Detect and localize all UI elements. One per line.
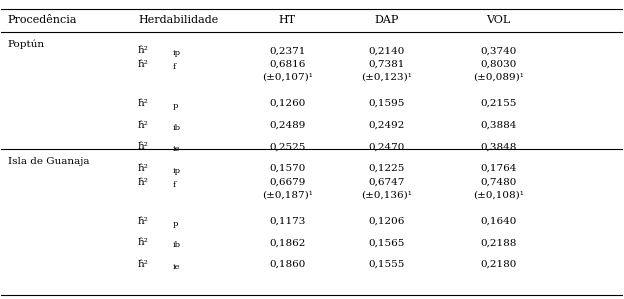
Text: f: f xyxy=(172,181,175,189)
Text: 0,1862: 0,1862 xyxy=(269,238,305,247)
Text: 0,1570: 0,1570 xyxy=(269,164,305,173)
Text: Herdabilidade: Herdabilidade xyxy=(138,15,218,25)
Text: (±0,107)¹: (±0,107)¹ xyxy=(261,73,313,82)
Text: (±0,108)¹: (±0,108)¹ xyxy=(473,190,524,199)
Text: 0,2371: 0,2371 xyxy=(269,46,305,55)
Text: 0,2492: 0,2492 xyxy=(368,120,405,130)
Text: p: p xyxy=(172,219,178,228)
Text: (±0,136)¹: (±0,136)¹ xyxy=(361,190,412,199)
Text: DAP: DAP xyxy=(374,15,399,25)
Text: 0,7381: 0,7381 xyxy=(368,60,405,69)
Text: ib: ib xyxy=(172,123,180,132)
Text: ĥ²: ĥ² xyxy=(138,99,149,108)
Text: HT: HT xyxy=(278,15,296,25)
Text: 0,1206: 0,1206 xyxy=(368,216,405,225)
Text: ĥ²: ĥ² xyxy=(138,46,149,55)
Text: ib: ib xyxy=(172,241,180,249)
Text: Poptún: Poptún xyxy=(7,39,45,49)
Text: ip: ip xyxy=(172,49,180,57)
Text: (±0,187)¹: (±0,187)¹ xyxy=(261,190,313,199)
Text: VOL: VOL xyxy=(486,15,510,25)
Text: 0,2180: 0,2180 xyxy=(480,260,517,269)
Text: Isla de Guanaja: Isla de Guanaja xyxy=(7,157,89,166)
Text: ĥ²: ĥ² xyxy=(138,238,149,247)
Text: 0,2470: 0,2470 xyxy=(368,142,405,151)
Text: p: p xyxy=(172,102,178,110)
Text: 0,1260: 0,1260 xyxy=(269,99,305,108)
Text: ie: ie xyxy=(172,145,180,153)
Text: 0,2155: 0,2155 xyxy=(480,99,517,108)
Text: 0,2140: 0,2140 xyxy=(368,46,405,55)
Text: ĥ²: ĥ² xyxy=(138,178,149,187)
Text: 0,2188: 0,2188 xyxy=(480,238,517,247)
Text: ĥ²: ĥ² xyxy=(138,216,149,225)
Text: 0,6816: 0,6816 xyxy=(269,60,305,69)
Text: 0,6679: 0,6679 xyxy=(269,178,305,187)
Text: 0,1173: 0,1173 xyxy=(269,216,305,225)
Text: 0,1860: 0,1860 xyxy=(269,260,305,269)
Text: ĥ²: ĥ² xyxy=(138,60,149,69)
Text: 0,8030: 0,8030 xyxy=(480,60,517,69)
Text: ĥ²: ĥ² xyxy=(138,164,149,173)
Text: f: f xyxy=(172,63,175,71)
Text: ip: ip xyxy=(172,167,180,175)
Text: ĥ²: ĥ² xyxy=(138,142,149,151)
Text: 0,1764: 0,1764 xyxy=(480,164,517,173)
Text: Procedência: Procedência xyxy=(7,15,77,25)
Text: ĥ²: ĥ² xyxy=(138,120,149,130)
Text: ĥ²: ĥ² xyxy=(138,260,149,269)
Text: ie: ie xyxy=(172,263,180,271)
Text: 0,1595: 0,1595 xyxy=(368,99,405,108)
Text: (±0,089)¹: (±0,089)¹ xyxy=(473,73,524,82)
Text: 0,1565: 0,1565 xyxy=(368,238,405,247)
Text: 0,1640: 0,1640 xyxy=(480,216,517,225)
Text: 0,7480: 0,7480 xyxy=(480,178,517,187)
Text: (±0,123)¹: (±0,123)¹ xyxy=(361,73,412,82)
Text: 0,6747: 0,6747 xyxy=(368,178,405,187)
Text: 0,2525: 0,2525 xyxy=(269,142,305,151)
Text: 0,1555: 0,1555 xyxy=(368,260,405,269)
Text: 0,2489: 0,2489 xyxy=(269,120,305,130)
Text: 0,1225: 0,1225 xyxy=(368,164,405,173)
Text: 0,3884: 0,3884 xyxy=(480,120,517,130)
Text: 0,3848: 0,3848 xyxy=(480,142,517,151)
Text: 0,3740: 0,3740 xyxy=(480,46,517,55)
